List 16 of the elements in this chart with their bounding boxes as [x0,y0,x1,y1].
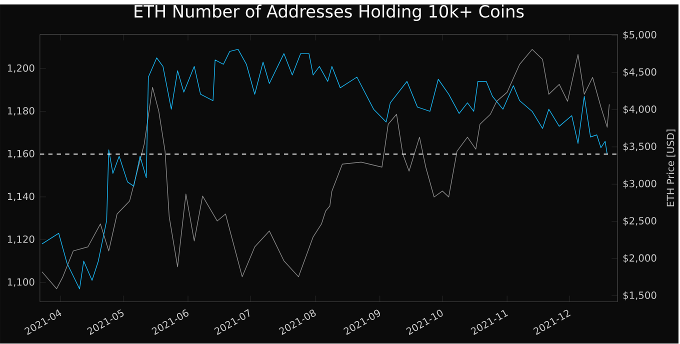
y2-tick-label: $2,500 [623,217,656,226]
y-tick-label: 1,140 [8,192,34,202]
y-tick-label: 1,120 [8,236,34,244]
y2-tick-label: $4,000 [623,105,656,114]
y-tick-label: 1,100 [8,278,34,287]
y-tick-label: 1,180 [8,107,34,116]
y-tick-label: 1,160 [8,150,34,159]
y2-tick-label: $2,000 [623,254,656,264]
chart-title: ETH Number of Addresses Holding 10k+ Coins [134,4,524,22]
y2-tick-label: $1,500 [623,292,656,300]
y2-axis-title: ETH Price [USD] [666,130,676,206]
y2-tick-label: $3,000 [623,180,656,189]
y2-tick-label: $5,000 [623,31,656,40]
y-tick-label: 1,200 [8,64,34,73]
y2-tick-label: $3,500 [623,142,656,152]
y2-tick-label: $4,500 [623,68,656,78]
